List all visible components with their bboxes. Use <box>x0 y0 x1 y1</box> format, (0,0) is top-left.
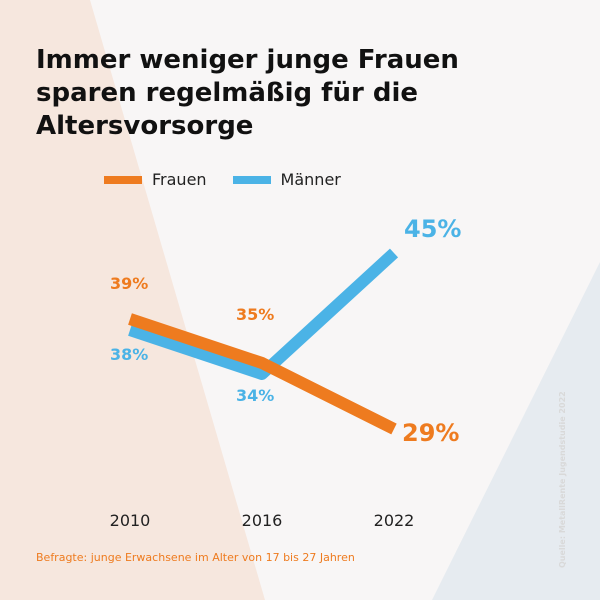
legend-label-maenner: Männer <box>280 170 341 189</box>
legend: Frauen Männer <box>104 170 367 189</box>
series-line-frauen <box>128 313 397 435</box>
x-tick-label-2022: 2022 <box>374 511 415 530</box>
footnote: Befragte: junge Erwachsene im Alter von … <box>36 551 355 564</box>
data-label-maenner-2010: 38% <box>110 345 148 364</box>
legend-label-frauen: Frauen <box>152 170 207 189</box>
legend-item-maenner: Männer <box>232 170 341 189</box>
data-label-maenner-2016: 34% <box>236 386 274 405</box>
background-left-shape <box>0 0 265 600</box>
data-label-frauen-2022: 29% <box>402 419 459 447</box>
x-tick-label-2016: 2016 <box>242 511 283 530</box>
data-label-frauen-2016: 35% <box>236 305 274 324</box>
legend-swatch-maenner <box>232 175 271 184</box>
chart-title: Immer weniger junge Frauen sparen regelm… <box>36 45 459 141</box>
data-label-maenner-2022: 45% <box>404 215 461 243</box>
series-line-maenner <box>128 248 399 380</box>
source-note: Quelle: MetallRente Jugendstudie 2022 <box>558 391 567 568</box>
data-label-frauen-2010: 39% <box>110 274 148 293</box>
x-tick-label-2010: 2010 <box>110 511 151 530</box>
legend-item-frauen: Frauen <box>104 170 207 189</box>
legend-swatch-frauen <box>104 175 142 184</box>
background-right-shape <box>432 262 600 600</box>
